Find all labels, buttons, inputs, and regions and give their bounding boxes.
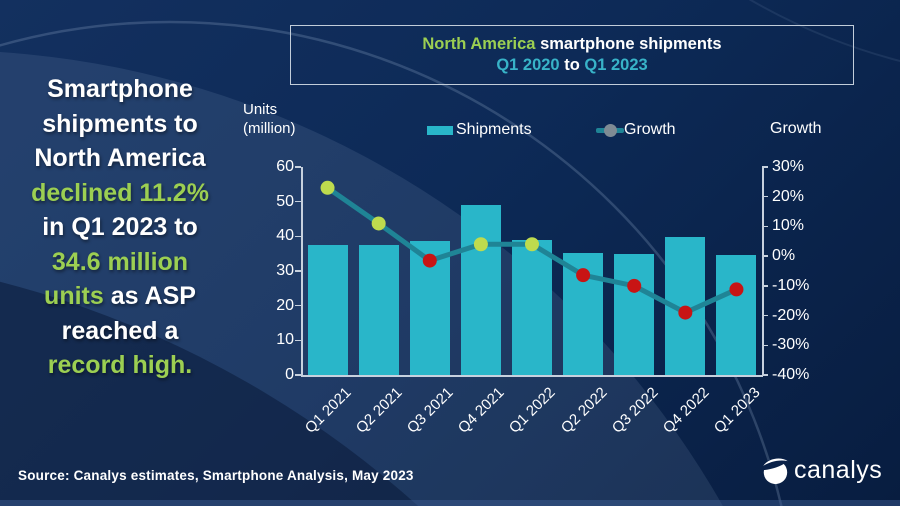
right-axis-tick-label: 20% — [772, 187, 805, 205]
shipments-bar-q1-2021 — [307, 245, 348, 375]
right-axis-tick — [762, 344, 768, 347]
canalys-logo-icon — [760, 457, 788, 485]
shipments-bar-q1-2023 — [716, 255, 757, 375]
right-axis-tick — [762, 314, 768, 317]
right-axis-tick-label: -20% — [772, 306, 810, 324]
right-axis-tick-label: -40% — [772, 366, 810, 383]
left-axis-title: Units (million) — [243, 101, 296, 137]
text-line: in Q1 2023 to — [42, 213, 198, 241]
text-line: North America — [34, 144, 206, 172]
legend-growth-label: Growth — [624, 121, 676, 138]
left-axis-tick-label: 10 — [276, 331, 294, 349]
right-axis-tick-label: -30% — [772, 336, 810, 354]
right-axis-tick — [762, 255, 768, 257]
legend-shipments-label: Shipments — [456, 121, 532, 138]
left-axis-tick-label: 30 — [276, 262, 294, 279]
right-axis-tick — [762, 166, 768, 168]
growth-marker-q2-2022 — [576, 268, 591, 283]
canalys-logo: canalys — [760, 455, 882, 485]
left-axis-tick-label: 20 — [276, 296, 294, 314]
right-axis-tick-label: 30% — [772, 158, 805, 175]
legend-growth-marker-icon — [604, 124, 617, 137]
growth-marker-q4-2021 — [473, 237, 488, 252]
right-axis-tick — [762, 225, 768, 228]
growth-marker-q3-2022 — [627, 278, 642, 293]
text-line: 34.6 million — [51, 247, 189, 276]
right-axis-tick-label: -10% — [772, 276, 810, 294]
shipments-bar-q4-2021 — [460, 205, 501, 375]
chart-title-box: North America smartphone shipments Q1 202… — [290, 25, 854, 85]
text-line: reached a — [61, 316, 179, 345]
right-axis-title: Growth — [770, 120, 822, 137]
right-axis-tick-label: 0% — [772, 247, 796, 265]
left-axis-tick — [295, 339, 301, 342]
growth-line-series — [320, 180, 744, 320]
text-line: shipments to — [42, 109, 198, 138]
growth-marker-q1-2021 — [320, 180, 335, 195]
text-line: units as ASP — [44, 282, 196, 310]
left-axis-tick-label: 50 — [276, 192, 294, 210]
growth-marker-q1-2022 — [525, 237, 539, 252]
plot-area — [302, 167, 762, 375]
left-axis-tick — [295, 200, 301, 203]
shipments-bar-q2-2021 — [358, 245, 399, 375]
right-axis-tick — [762, 195, 768, 198]
left-axis-tick — [295, 270, 301, 272]
source-note: Source: Canalys estimates, Smartphone An… — [18, 468, 414, 483]
left-axis-tick-label: 0 — [285, 366, 294, 383]
left-axis-tick — [295, 235, 301, 238]
text-line: Q1 2020 to Q1 2023 — [496, 56, 648, 74]
legend-shipments-swatch-icon — [427, 126, 453, 135]
text-line: North America smartphone shipments — [422, 35, 722, 53]
right-axis-line — [762, 167, 764, 376]
right-axis-tick-label: 10% — [772, 217, 805, 235]
bottom-accent-strip — [0, 500, 900, 506]
left-axis-line — [301, 167, 303, 376]
growth-marker-q1-2023 — [729, 282, 744, 297]
left-axis-tick-label: 60 — [276, 158, 294, 175]
x-axis-line — [301, 375, 763, 377]
text-line: Smartphone — [47, 75, 193, 103]
right-axis-tick — [762, 285, 768, 287]
growth-marker-q2-2021 — [371, 216, 386, 231]
left-axis-tick — [295, 166, 301, 168]
left-axis-tick — [295, 304, 301, 307]
right-axis-tick — [762, 374, 768, 376]
text-line: record high. — [47, 351, 193, 379]
left-axis-tick — [295, 374, 301, 376]
headline-text: Smartphone shipments to North America decli… — [8, 72, 232, 383]
growth-marker-q3-2021 — [422, 253, 437, 268]
shipments-bar-q1-2022 — [512, 239, 552, 375]
shipments-bar-q3-2022 — [614, 254, 655, 375]
left-axis-tick-label: 40 — [276, 227, 294, 245]
growth-marker-q4-2022 — [678, 305, 693, 320]
text-line: declined 11.2% — [31, 178, 209, 207]
canalys-logo-text: canalys — [794, 455, 883, 484]
